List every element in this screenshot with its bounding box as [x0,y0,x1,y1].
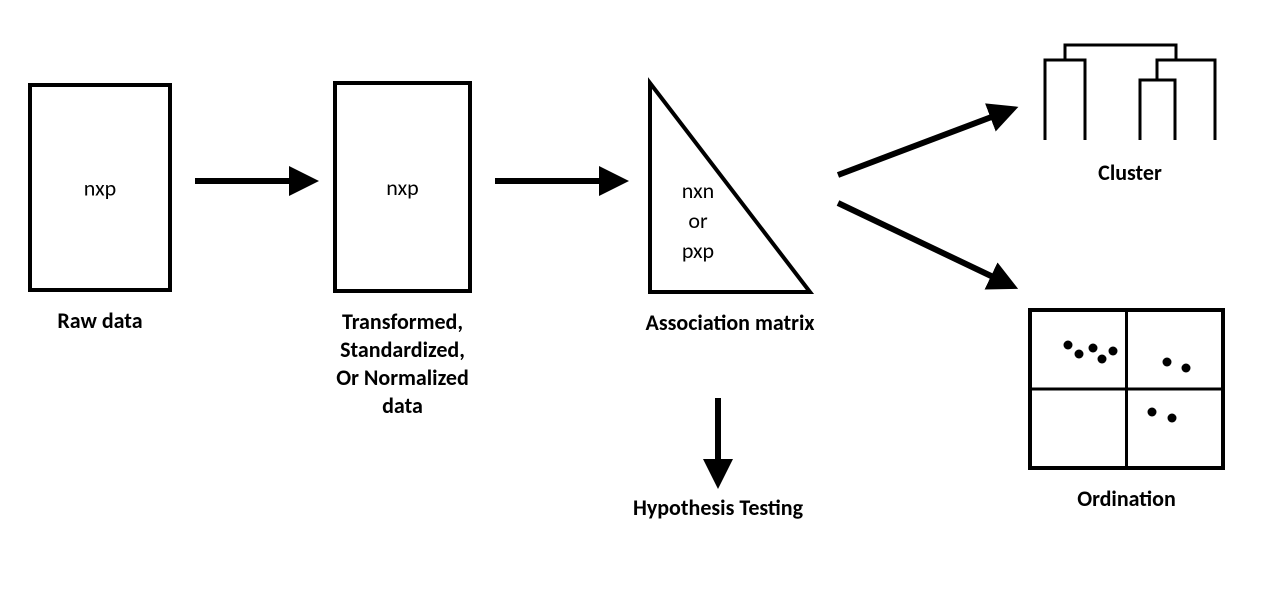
triangle-label-line1: nxn [682,177,714,204]
ordination-caption: Ordination [1077,485,1176,512]
association-matrix-triangle [650,83,810,292]
arrow-association-to-cluster [838,110,1010,175]
triangle-label-line3: pxp [682,237,714,264]
cluster-dendrogram-icon [1045,45,1215,140]
ordination-plot-icon [1030,310,1223,468]
flow-diagram: nxp Raw data nxp Transformed, Standardiz… [0,0,1281,598]
raw-data-inner-label: nxp [84,175,116,202]
transformed-caption-line4: data [382,392,423,419]
association-matrix-caption: Association matrix [646,309,815,336]
cluster-caption: Cluster [1098,159,1162,186]
hypothesis-testing-caption: Hypothesis Testing [633,494,804,521]
transformed-inner-label: nxp [386,174,418,201]
transformed-caption-line3: Or Normalized [336,364,469,391]
transformed-caption-line1: Transformed, [342,308,463,335]
triangle-label-line2: or [688,207,708,234]
transformed-caption-line2: Standardized, [340,336,465,363]
arrow-association-to-ordination [838,203,1010,285]
raw-data-caption: Raw data [57,307,142,334]
